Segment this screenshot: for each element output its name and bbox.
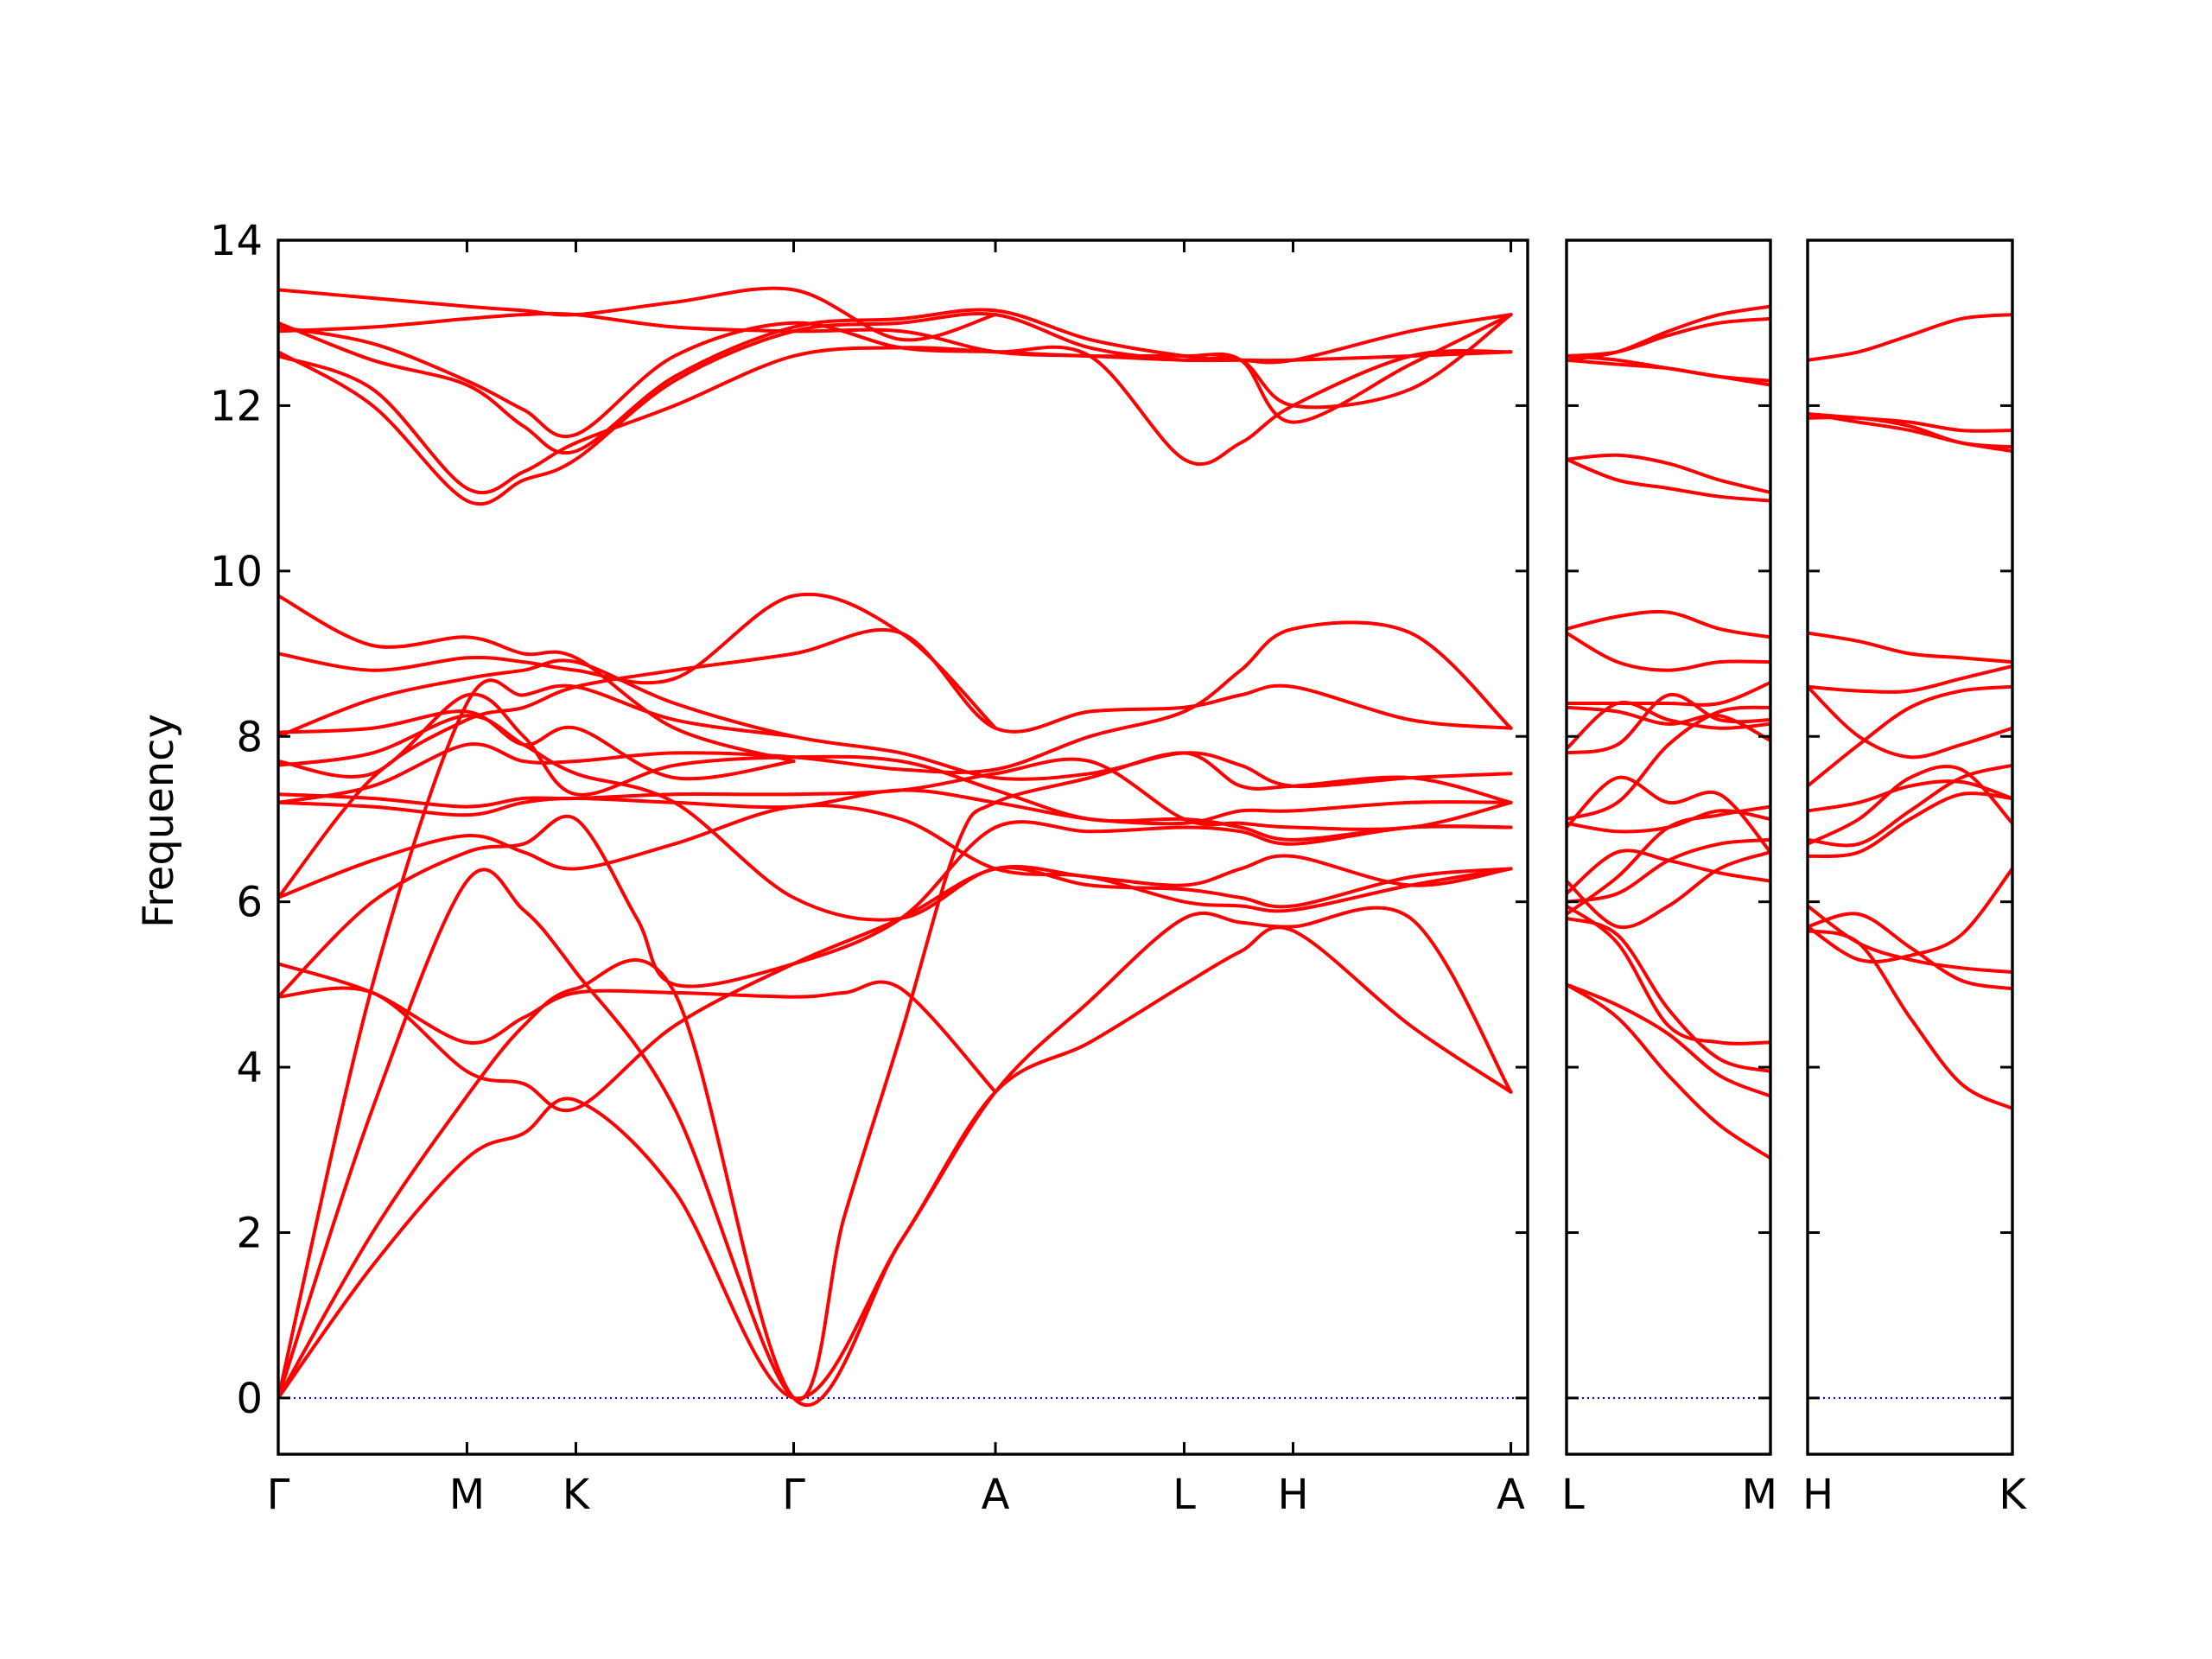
band-line-H-K-1 — [1808, 867, 2012, 963]
band-lines — [278, 286, 1513, 1408]
band-line-L-M-13 — [1567, 681, 1770, 707]
band-line-main-22 — [278, 311, 1513, 363]
band-line-main-8 — [278, 627, 1513, 899]
y-tick-label: 2 — [236, 1210, 263, 1258]
band-line-H-K-10 — [1808, 664, 2012, 694]
band-line-H-K-9 — [1808, 684, 2012, 760]
band-line-H-K-4 — [1808, 791, 2012, 859]
band-line-H-K-8 — [1808, 684, 2012, 788]
band-line-main-19 — [278, 311, 1513, 506]
band-line-L-M-12 — [1567, 701, 1770, 751]
band-line-L-M-16 — [1567, 609, 1770, 639]
band-line-L-M-6 — [1567, 850, 1770, 930]
band-line-H-K-3 — [1808, 904, 2012, 974]
band-line-main-3 — [278, 678, 796, 1400]
y-tick-label: 12 — [210, 382, 263, 430]
y-tick-label: 0 — [236, 1375, 263, 1423]
y-tick-label: 10 — [210, 548, 263, 596]
x-tick-label-H: H — [1277, 1471, 1308, 1519]
band-line-main-2 — [278, 751, 1513, 1402]
band-line-main-7 — [278, 804, 1513, 913]
band-line-L-M-18 — [1567, 453, 1770, 494]
band-line-main-16 — [278, 592, 997, 730]
band-line-L-M-21 — [1567, 316, 1770, 358]
band-line-L-M-22 — [1567, 304, 1770, 362]
band-line-H-K-5 — [1808, 763, 2012, 848]
band-line-main-21 — [278, 308, 1513, 454]
band-line-L-M-15 — [1567, 631, 1770, 672]
y-tick-label: 8 — [236, 713, 263, 761]
x-tick-label-Γ: Γ — [267, 1471, 290, 1519]
band-line-H-K-14 — [1808, 412, 2012, 454]
y-tick-label: 4 — [236, 1044, 263, 1092]
band-line-main-1 — [278, 906, 1513, 1408]
x-tick-label-A: A — [1497, 1471, 1525, 1519]
band-line-main-4 — [278, 854, 1513, 1113]
band-line-L-M-0 — [1567, 982, 1770, 1160]
band-line-main-20 — [278, 313, 1513, 438]
band-line-L-M-1 — [1567, 982, 1770, 1098]
band-line-H-K-7 — [1808, 779, 2012, 813]
x-tick-label-L: L — [1561, 1471, 1585, 1519]
x-tick-label-M: M — [1742, 1471, 1777, 1519]
y-tick-label: 6 — [236, 879, 263, 927]
y-tick-label: 14 — [210, 217, 263, 265]
x-tick-label-L: L — [1173, 1471, 1196, 1519]
band-line-main-14 — [278, 658, 1513, 789]
panel-main: 0 2 4 6 8 10 12 14 Γ M K Γ A L H A — [210, 217, 1529, 1519]
band-line-main-10 — [278, 620, 1513, 804]
panel-frame — [1565, 238, 1772, 1456]
band-line-L-M-7 — [1567, 849, 1770, 896]
panel-frame — [276, 238, 1529, 1456]
band-line-main-15 — [278, 709, 796, 781]
band-line-main-17 — [278, 594, 796, 763]
band-line-main-23 — [278, 286, 997, 342]
band-line-main-0 — [278, 925, 1513, 1401]
band-line-H-K-15 — [1808, 313, 2012, 362]
x-tick-label-Γ: Γ — [782, 1471, 805, 1519]
band-line-main-5 — [278, 962, 997, 1094]
band-line-main-13 — [278, 692, 1513, 842]
band-line-L-M-3 — [1567, 904, 1770, 1046]
band-line-L-M-20 — [1567, 354, 1770, 387]
x-tick-label-H: H — [1802, 1471, 1834, 1519]
band-line-L-M-9 — [1567, 809, 1770, 834]
band-line-L-M-14 — [1567, 705, 1770, 742]
band-lines — [1808, 313, 2012, 1110]
band-line-L-M-2 — [1567, 916, 1770, 1073]
x-tick-label-K: K — [563, 1471, 591, 1519]
x-tick-label-K: K — [1999, 1471, 2027, 1519]
band-line-L-M-19 — [1567, 358, 1770, 383]
y-axis-label: Frequency — [135, 714, 183, 928]
band-line-L-M-17 — [1567, 457, 1770, 503]
band-line-main-6 — [278, 814, 1513, 999]
band-lines — [1567, 304, 1770, 1160]
x-tick-label-A: A — [982, 1471, 1010, 1519]
x-tick-label-M: M — [449, 1471, 485, 1519]
band-line-main-18 — [278, 345, 1513, 495]
band-line-main-11 — [278, 757, 1513, 831]
band-line-H-K-11 — [1808, 631, 2012, 664]
panel-frame — [1806, 238, 2014, 1456]
band-line-H-K-2 — [1808, 912, 2012, 991]
band-line-H-K-0 — [1808, 929, 2012, 1110]
band-line-L-M-10 — [1567, 705, 1770, 821]
